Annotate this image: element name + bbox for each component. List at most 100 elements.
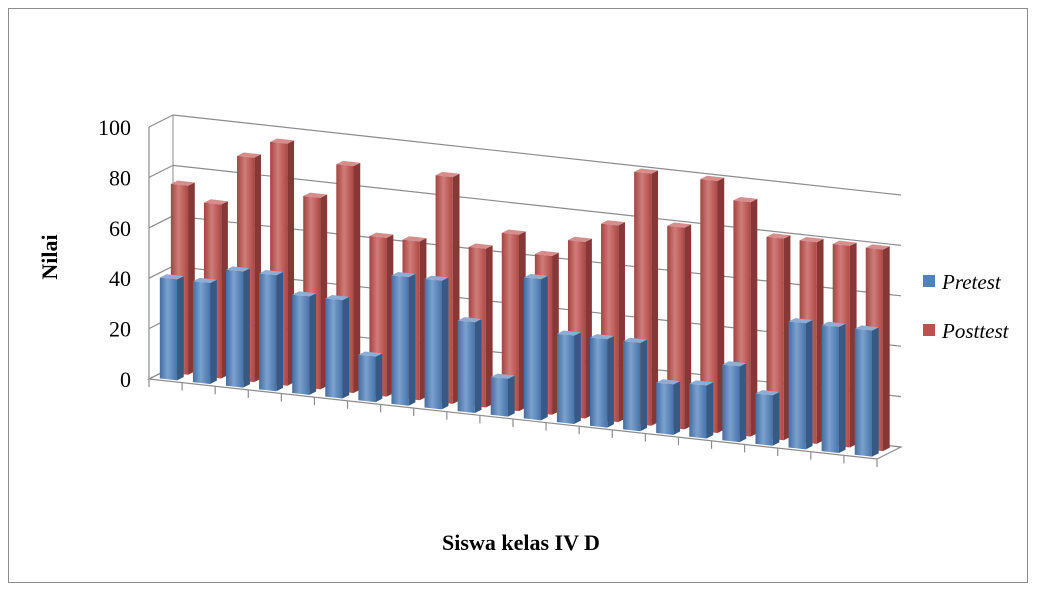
y-tick-label: 40 [109,266,131,291]
bar-side [882,246,890,452]
bar-side [706,382,714,439]
bar-front [325,298,343,399]
gridline-side [148,114,174,128]
bar-side [739,363,747,443]
bar-top [159,274,184,280]
bar-top [821,321,846,328]
gridline-side [148,164,174,178]
y-tick-label: 100 [98,115,131,140]
bar-top [590,334,614,340]
bar-top [325,294,350,301]
bar-front [854,328,872,457]
x-axis-title: Siswa kelas IV D [442,530,600,555]
series-pretest [159,266,879,457]
bar-side [838,323,846,454]
bar-front [766,236,784,441]
bar-side [651,170,659,426]
bar-side [541,275,548,421]
pretest-bar [556,330,581,424]
bar-top [303,192,328,198]
bar-top [689,380,714,386]
y-tick-labels: 0 20 40 60 80 100 [98,115,131,392]
bar-side [772,392,780,446]
bar-top [237,152,261,158]
y-tick-label: 0 [120,367,131,392]
pretest-bar [490,373,515,417]
gridline [172,114,902,196]
pretest-bar [259,270,284,392]
posttest-bar [336,160,361,393]
bar-front [259,273,277,392]
bar-top [435,171,460,178]
bar-front [755,393,773,446]
bar-side [574,332,581,424]
bar-top [755,390,780,396]
bar-chart: 0 20 40 60 80 100 Nilai Siswa kelas IV D Pretest… [37,114,1010,555]
pretest-bar [358,351,383,403]
pretest-bar [424,275,449,410]
bar-top [556,330,581,336]
bar-front [623,341,641,432]
bar-top [203,199,228,205]
bar-front [700,179,718,433]
posttest-bar [667,222,692,430]
bar-side [342,296,350,399]
bar-front [523,277,542,421]
bar-top [788,318,813,324]
pretest-bar [226,266,250,388]
bar-side [309,293,317,395]
bar-top [490,373,515,379]
bar-front [226,269,244,388]
pretest-bar [656,379,681,435]
legend-label-posttest: Posttest [941,319,1010,343]
bar-top [270,138,295,144]
bar-front [689,383,707,439]
bar-top [501,229,526,235]
bar-top [358,351,383,357]
bar-top [534,250,559,257]
bar-top [766,233,791,239]
bar-top [623,337,648,344]
bar-side [805,320,813,450]
pretest-bar [523,273,548,421]
bar-front [590,337,608,428]
bar-front [490,376,508,417]
bar-top [457,317,482,323]
bar-side [276,271,284,392]
bar-top [799,237,824,243]
bar-top [700,175,725,181]
pretest-bar [821,321,846,454]
bar-front [424,279,442,410]
category-ticks [148,379,878,467]
bar-top [567,236,592,243]
bar-top [656,379,681,385]
bar-front [501,232,519,412]
bar-top [468,243,493,249]
gridline-side [148,265,174,279]
bar-side [750,198,758,437]
bar-top [523,273,548,280]
bar-top [170,180,195,186]
pretest-bar [457,317,482,414]
pretest-bar [722,361,747,443]
bar-side [485,245,493,408]
bar-top [226,266,250,272]
legend: Pretest Posttest [923,270,1010,343]
bar-top [722,361,747,367]
bar-top [832,240,857,246]
pretest-bar [623,337,648,432]
bar-top [391,272,416,278]
bar-top [854,325,879,331]
y-tick-label: 20 [109,317,131,342]
bar-front [656,382,674,435]
pretest-bar [755,390,780,446]
bar-side [640,339,648,432]
pretest-bar [854,325,879,457]
gridline-side [148,215,174,229]
legend-label-pretest: Pretest [941,270,1002,294]
bar-side [474,318,482,414]
bar-front [457,320,475,414]
gridline [172,164,902,246]
bar-top [424,275,449,281]
bar-top [402,236,427,242]
